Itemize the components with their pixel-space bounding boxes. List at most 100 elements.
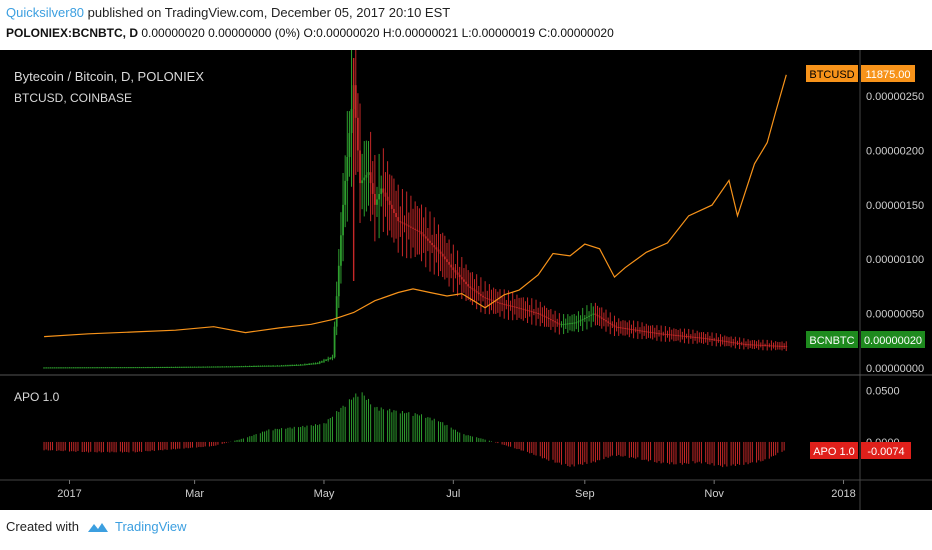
candle-body [335,296,338,327]
candle-body [564,323,567,325]
candle-body [433,245,436,248]
candle-body [225,366,228,368]
candle-body [142,367,145,369]
candle-body [711,339,713,341]
candle-body [85,367,88,369]
candle-body [484,297,487,299]
candle-body [354,85,357,118]
apo-badge-value: -0.0074 [867,446,904,458]
btcusd-last-value-badge: BTCUSD 11875.00 [806,65,915,82]
candle-body [692,336,694,338]
candle-body [367,172,370,175]
candle-body [416,229,419,231]
candle-body [456,272,459,275]
candle-body [376,199,378,205]
candle-body [547,317,550,320]
candle-body [172,366,175,368]
bcnbtc-badge-value: 0.00000020 [864,335,922,347]
candle-body [602,318,605,321]
candle-body [191,366,194,368]
candle-body [766,345,769,347]
apo-histogram [43,392,785,468]
candle-body [429,240,431,243]
overlay-label: BTCUSD, COINBASE [14,91,132,105]
candle-body [516,307,518,309]
candle-body [522,308,525,310]
candle-body [276,365,279,367]
candle-body [571,322,573,324]
candle-body [590,314,593,316]
candle-body [583,317,586,320]
candle-body [43,367,45,369]
candle-body [64,367,67,369]
candle-body [605,320,607,322]
candle-body [308,363,311,365]
candle-body [361,180,364,184]
candle-body [499,302,501,304]
candle-body [677,335,680,337]
bcnbtc-badge-label: BCNBTC [809,335,854,347]
price-tick-label: 0.00000000 [866,363,924,375]
candle-body [443,256,446,260]
price-tick-label: 0.00000200 [866,145,924,157]
main-panel-title: Bytecoin / Bitcoin, D, POLONIEX [14,69,204,84]
candle-body [244,366,247,368]
candle-body [94,367,96,369]
author-link[interactable]: Quicksilver80 [6,5,85,20]
candle-body [781,345,783,347]
chart-area[interactable]: Bytecoin / Bitcoin, D, POLONIEX BTCUSD, … [0,50,932,510]
candle-body [111,367,113,369]
candle-body [289,365,291,367]
candle-body [350,109,353,134]
candle-body [717,339,720,341]
candle-body [713,339,716,341]
candle-body [66,367,69,369]
candle-body [200,366,202,368]
candle-body [526,309,529,311]
candle-body [643,330,646,332]
tradingview-brand-link[interactable]: TradingView [114,519,187,534]
candle-body [556,322,559,324]
candle-body [704,338,707,340]
candle-body [127,367,130,369]
candle-body [435,247,438,250]
candle-body [702,337,705,339]
candle-body [161,366,164,368]
candle-body [549,319,552,321]
candle-body [471,287,474,290]
candle-body [236,366,238,368]
candle-body [344,180,347,205]
candle-body [672,334,675,336]
candle-body [282,365,285,367]
candle-body [543,315,546,317]
candle-body [170,366,173,368]
candle-body [263,365,266,367]
candle-body [762,344,764,346]
candle-body [734,342,737,344]
candle-body [422,234,425,237]
candle-body [386,196,389,201]
candle-body [662,333,665,335]
candle-body [49,367,52,369]
candle-body [488,298,491,300]
candle-body [719,340,722,342]
candle-body [174,366,177,368]
candle-body [596,314,599,317]
candle-body [647,331,650,333]
candle-body [537,313,540,315]
candle-body [573,322,576,324]
time-tick-label: Mar [185,488,204,500]
candle-body [469,286,472,288]
candle-body [193,366,196,368]
candle-body [441,253,444,257]
candle-body [77,367,79,369]
main-price-scale[interactable]: 0.00000000 0.00000050 0.00000100 0.00000150… [866,91,924,375]
candle-body [98,367,101,369]
published-text: published on TradingView.com, December 0… [87,5,451,20]
candle-body [524,309,527,311]
candle-body [204,366,207,368]
time-scale[interactable]: 2017 Mar May Jul Sep Nov 2018 [57,480,856,500]
candle-body [426,238,429,241]
candle-body [634,329,637,331]
candle-body [463,279,465,282]
